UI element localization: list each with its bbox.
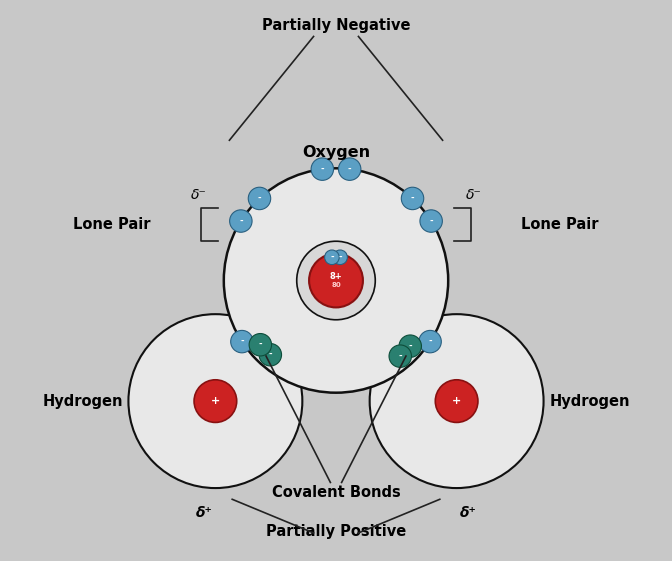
Text: -: -	[321, 164, 324, 174]
Text: Lone Pair: Lone Pair	[73, 217, 151, 232]
Text: -: -	[411, 194, 415, 203]
Circle shape	[399, 335, 421, 357]
Text: -: -	[348, 164, 351, 174]
Text: Oxygen: Oxygen	[302, 145, 370, 160]
Circle shape	[259, 343, 282, 366]
Circle shape	[339, 158, 361, 180]
Circle shape	[420, 210, 442, 232]
Circle shape	[224, 168, 448, 393]
Text: Lone Pair: Lone Pair	[521, 217, 599, 232]
Text: -: -	[409, 342, 412, 351]
Text: +: +	[452, 396, 461, 406]
Text: -: -	[240, 337, 244, 346]
Circle shape	[370, 314, 544, 488]
Text: δ⁺: δ⁺	[460, 507, 476, 520]
Text: -: -	[257, 194, 261, 203]
Circle shape	[128, 314, 302, 488]
Text: +: +	[211, 396, 220, 406]
Circle shape	[249, 334, 271, 356]
Circle shape	[389, 345, 411, 367]
Text: Hydrogen: Hydrogen	[549, 394, 630, 408]
Circle shape	[435, 380, 478, 422]
Text: Partially Positive: Partially Positive	[266, 523, 406, 539]
Circle shape	[194, 380, 237, 422]
Text: -: -	[239, 217, 243, 226]
Circle shape	[333, 250, 347, 265]
Text: Partially Negative: Partially Negative	[262, 18, 410, 33]
Text: 8+: 8+	[330, 272, 342, 280]
Text: -: -	[330, 253, 334, 262]
Circle shape	[401, 187, 424, 210]
Circle shape	[248, 187, 271, 210]
Text: δ⁺: δ⁺	[196, 507, 212, 520]
Text: 80: 80	[331, 282, 341, 288]
Circle shape	[230, 210, 252, 232]
Text: -: -	[269, 350, 272, 359]
Text: -: -	[398, 352, 402, 361]
Circle shape	[230, 330, 253, 353]
Text: δ⁻: δ⁻	[466, 188, 481, 202]
Circle shape	[309, 254, 363, 307]
Text: -: -	[428, 337, 432, 346]
Circle shape	[325, 250, 339, 265]
Circle shape	[419, 330, 442, 353]
Text: -: -	[338, 253, 342, 262]
Text: δ⁻: δ⁻	[191, 188, 206, 202]
Text: -: -	[259, 340, 262, 350]
Text: Hydrogen: Hydrogen	[42, 394, 123, 408]
Text: -: -	[429, 217, 433, 226]
Circle shape	[311, 158, 333, 180]
Text: Covalent Bonds: Covalent Bonds	[271, 485, 401, 500]
Circle shape	[297, 241, 375, 320]
